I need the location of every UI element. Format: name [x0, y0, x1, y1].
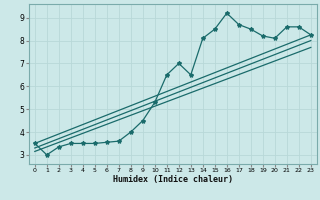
- X-axis label: Humidex (Indice chaleur): Humidex (Indice chaleur): [113, 175, 233, 184]
